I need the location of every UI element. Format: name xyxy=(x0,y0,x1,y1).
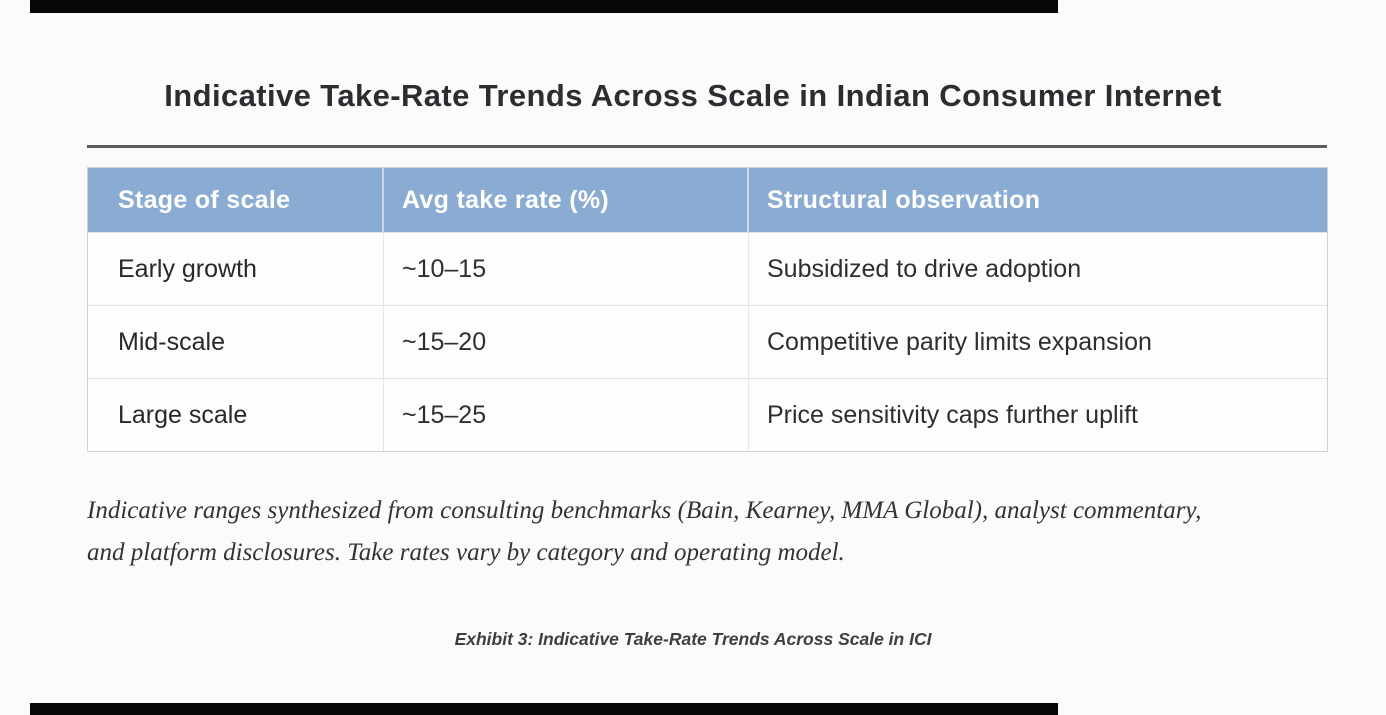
table-row: Early growth ~10–15 Subsidized to drive … xyxy=(88,232,1327,305)
source-footnote: Indicative ranges synthesized from consu… xyxy=(87,490,1327,574)
column-header-stage: Stage of scale xyxy=(88,168,384,232)
cell-stage: Mid-scale xyxy=(88,306,384,378)
top-letterbox-bar xyxy=(30,0,1058,13)
table-header-row: Stage of scale Avg take rate (%) Structu… xyxy=(88,168,1327,232)
table-row: Mid-scale ~15–20 Competitive parity limi… xyxy=(88,305,1327,378)
cell-observation: Competitive parity limits expansion xyxy=(767,327,1152,356)
cell-observation: Price sensitivity caps further uplift xyxy=(767,400,1138,429)
cell-stage: Early growth xyxy=(88,233,384,305)
take-rate-table: Stage of scale Avg take rate (%) Structu… xyxy=(87,167,1328,452)
cell-take-rate: ~10–15 xyxy=(384,233,749,305)
cell-observation: Subsidized to drive adoption xyxy=(767,254,1082,283)
title-divider xyxy=(87,145,1327,148)
footnote-line-2: and platform disclosures. Take rates var… xyxy=(87,539,845,566)
cell-take-rate: ~15–25 xyxy=(384,379,749,451)
bottom-letterbox-bar xyxy=(30,703,1058,715)
cell-take-rate: ~15–20 xyxy=(384,306,749,378)
column-header-observation: Structural observation xyxy=(767,185,1041,214)
column-header-take-rate: Avg take rate (%) xyxy=(384,168,749,232)
cell-stage: Large scale xyxy=(88,379,384,451)
footnote-line-1: Indicative ranges synthesized from consu… xyxy=(87,497,1202,524)
page-title: Indicative Take-Rate Trends Across Scale… xyxy=(164,78,1222,113)
exhibit-caption: Exhibit 3: Indicative Take-Rate Trends A… xyxy=(454,629,932,649)
table-row: Large scale ~15–25 Price sensitivity cap… xyxy=(88,378,1327,451)
